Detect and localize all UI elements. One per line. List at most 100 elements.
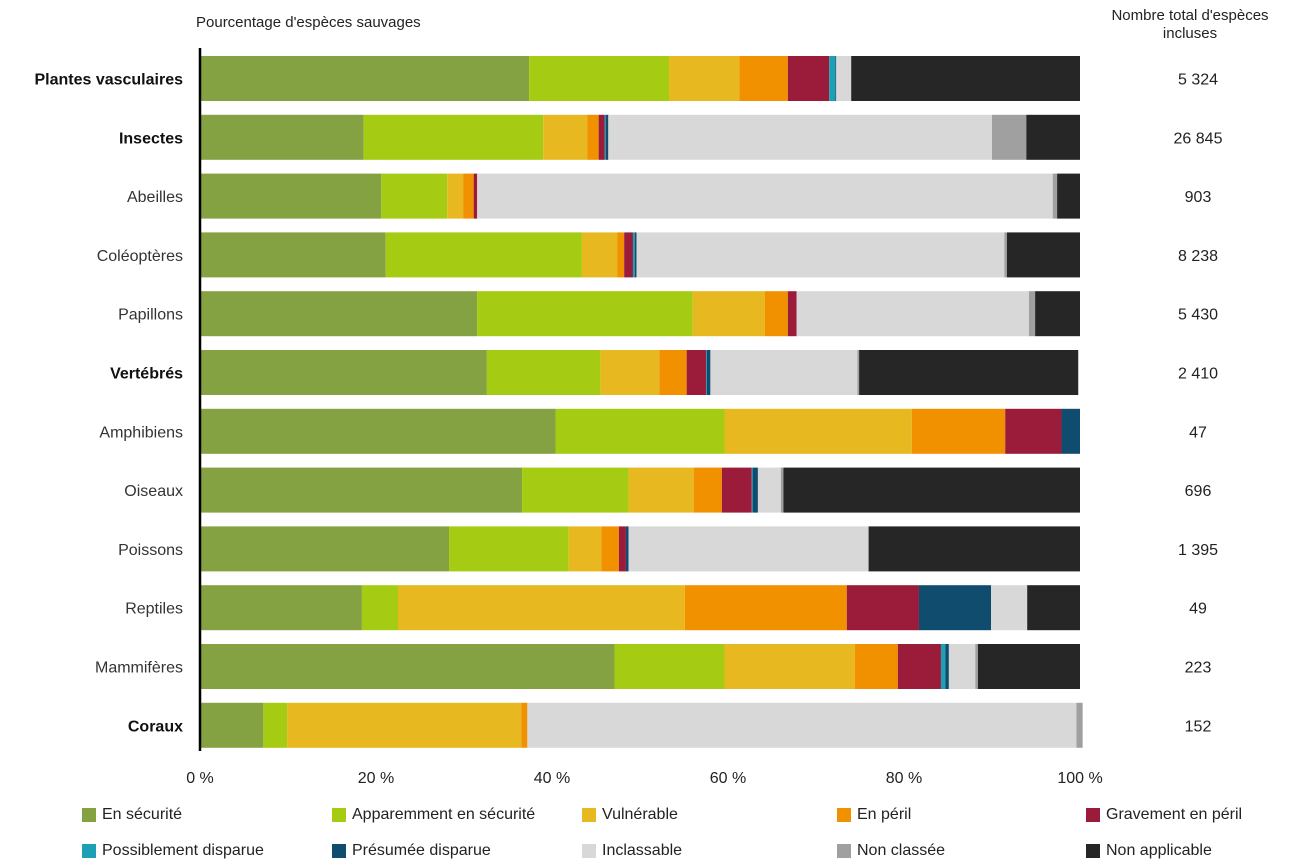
bar-segment bbox=[787, 56, 830, 101]
bar-segment bbox=[473, 173, 478, 219]
bar-segment bbox=[628, 526, 868, 572]
legend-swatch bbox=[837, 808, 851, 822]
totals-column-title: Nombre total d'espèces incluses bbox=[1111, 7, 1269, 42]
total-count-label: 5 430 bbox=[1178, 307, 1218, 324]
bar-segment bbox=[787, 291, 797, 337]
bar-segment bbox=[200, 173, 382, 219]
bar-segment bbox=[897, 644, 941, 689]
bar-segment bbox=[449, 526, 569, 572]
bar-segment bbox=[381, 173, 448, 219]
bar-segment bbox=[263, 702, 288, 748]
bar-segment bbox=[783, 467, 1080, 513]
bar-segment bbox=[945, 644, 949, 689]
category-label: Insectes bbox=[119, 130, 183, 147]
bar-segment bbox=[851, 56, 1080, 101]
x-tick-label: 0 % bbox=[186, 770, 214, 787]
bar-segment bbox=[608, 114, 992, 160]
bar-segment bbox=[200, 467, 523, 513]
bar-segment bbox=[693, 467, 722, 513]
category-label: Poissons bbox=[118, 542, 183, 559]
bar-segment bbox=[780, 467, 784, 513]
legend-item: Présumée disparue bbox=[332, 842, 491, 860]
bar-segment bbox=[751, 467, 753, 513]
bar-segment bbox=[587, 114, 599, 160]
bar-segment bbox=[684, 585, 847, 631]
legend-item: En péril bbox=[837, 806, 911, 824]
bar-segment bbox=[659, 350, 687, 395]
bar-segment bbox=[706, 350, 711, 395]
total-count-label: 696 bbox=[1185, 483, 1212, 500]
bar-segment bbox=[601, 526, 619, 572]
stacked-bar-chart: Plantes vasculaires 5 324 Insectes 26 845 Ab… bbox=[34, 48, 1223, 787]
bar-segment bbox=[628, 467, 694, 513]
category-label: Coléoptères bbox=[97, 248, 183, 265]
total-count-label: 152 bbox=[1185, 718, 1212, 735]
bar-segment bbox=[846, 585, 919, 631]
legend-label: Possiblement disparue bbox=[102, 842, 264, 859]
legend-swatch bbox=[82, 844, 96, 858]
bar-segment bbox=[600, 350, 660, 395]
bar-segment bbox=[992, 114, 1027, 160]
legend-swatch bbox=[582, 808, 596, 822]
bar-segment bbox=[200, 350, 487, 395]
bar-segment bbox=[757, 467, 781, 513]
bar-segment bbox=[991, 585, 1028, 631]
bar-segment bbox=[764, 291, 788, 337]
bar-segment bbox=[477, 291, 693, 337]
bar-segment bbox=[1035, 291, 1080, 337]
legend-label: En sécurité bbox=[102, 806, 183, 823]
legend-label: Inclassable bbox=[602, 842, 683, 859]
bar-segment bbox=[857, 350, 860, 395]
bar-segment bbox=[200, 585, 362, 631]
bar-segment bbox=[940, 644, 946, 689]
legend-label: En péril bbox=[857, 806, 912, 823]
category-label: Reptiles bbox=[125, 601, 183, 618]
category-label: Coraux bbox=[128, 718, 183, 735]
bar-segment bbox=[721, 467, 752, 513]
total-count-label: 2 410 bbox=[1178, 366, 1218, 383]
bar-segment bbox=[1026, 114, 1080, 160]
x-tick-label: 60 % bbox=[710, 770, 746, 787]
total-count-label: 47 bbox=[1189, 424, 1207, 441]
bar-segment bbox=[948, 644, 976, 689]
legend-item: Apparemment en sécurité bbox=[332, 806, 535, 824]
bar-segment bbox=[669, 56, 740, 101]
x-tick-label: 20 % bbox=[358, 770, 394, 787]
legend-swatch bbox=[582, 844, 596, 858]
category-label: Papillons bbox=[118, 307, 183, 324]
total-count-label: 8 238 bbox=[1178, 248, 1218, 265]
bar-segment bbox=[724, 644, 855, 689]
category-label: Amphibiens bbox=[99, 424, 183, 441]
x-tick-label: 40 % bbox=[534, 770, 570, 787]
legend-label: Non applicable bbox=[1106, 842, 1212, 859]
bar-segment bbox=[868, 526, 1080, 572]
legend-label: Gravement en péril bbox=[1106, 806, 1243, 823]
category-label: Vertébrés bbox=[110, 366, 183, 383]
bar-segment bbox=[911, 408, 1006, 454]
bar-segment bbox=[977, 644, 1080, 689]
bar-segment bbox=[829, 56, 836, 101]
category-label: Abeilles bbox=[127, 189, 183, 206]
bar-segment bbox=[1076, 702, 1083, 748]
bar-segment bbox=[1027, 585, 1080, 631]
category-label: Plantes vasculaires bbox=[34, 72, 183, 89]
bar-segment bbox=[604, 114, 606, 160]
legend-item: Non applicable bbox=[1086, 842, 1212, 860]
bar-segment bbox=[686, 350, 706, 395]
bar-segment bbox=[200, 526, 450, 572]
legend-item: Non classée bbox=[837, 842, 945, 860]
bar-segment bbox=[543, 114, 588, 160]
bar-segment bbox=[529, 56, 670, 101]
legend-item: Inclassable bbox=[582, 842, 682, 860]
bar-segment bbox=[854, 644, 898, 689]
bar-segment bbox=[796, 291, 1029, 337]
bar-segment bbox=[486, 350, 601, 395]
total-count-label: 223 bbox=[1185, 660, 1212, 677]
bar-segment bbox=[636, 232, 1005, 278]
legend-swatch bbox=[82, 808, 96, 822]
legend-swatch bbox=[332, 808, 346, 822]
bar-segment bbox=[859, 350, 1079, 395]
total-count-label: 903 bbox=[1185, 189, 1212, 206]
bar-segment bbox=[605, 114, 609, 160]
total-count-label: 26 845 bbox=[1174, 130, 1223, 147]
